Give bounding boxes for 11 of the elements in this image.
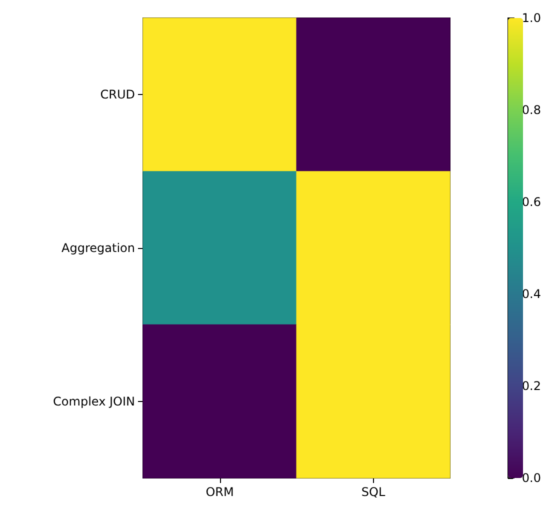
color-bar-label: 1.0 bbox=[522, 11, 542, 25]
color-bar-label: 0.0 bbox=[522, 471, 542, 485]
color-bar-label: 0.8 bbox=[522, 103, 542, 117]
color-bar-label: 0.4 bbox=[522, 287, 542, 301]
y-tick-label: CRUD bbox=[100, 88, 135, 102]
y-tick-label: Aggregation bbox=[62, 241, 135, 255]
y-tick-label: Complex JOIN bbox=[53, 394, 135, 408]
x-tick-label: SQL bbox=[361, 485, 386, 499]
x-tick-label: ORM bbox=[206, 485, 234, 499]
color-bar-label: 0.6 bbox=[522, 195, 542, 209]
color-bar-label: 0.2 bbox=[522, 379, 542, 393]
